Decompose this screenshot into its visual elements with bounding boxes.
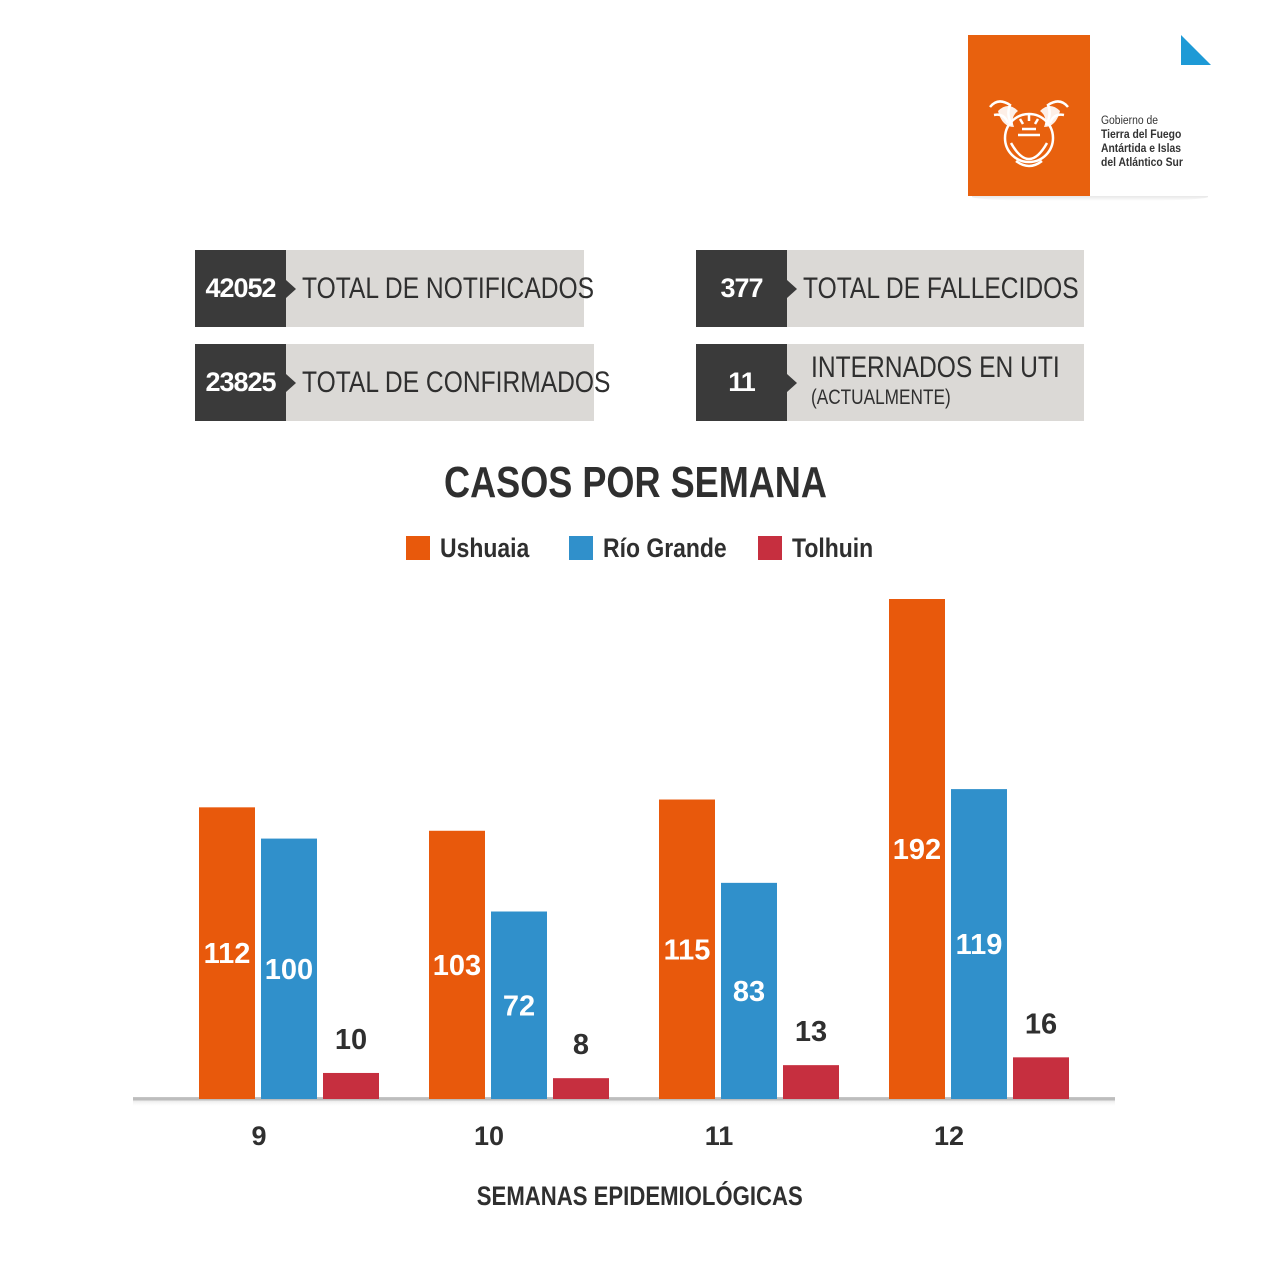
chart-title: CASOS POR SEMANA xyxy=(443,458,827,507)
stat-confirmados-value: 23825 xyxy=(195,344,286,421)
coat-of-arms-icon xyxy=(989,100,1069,168)
stat-uti-label-sub: (ACTUALMENTE) xyxy=(811,386,951,409)
data-label-r-o-grande-week-11: 83 xyxy=(733,976,765,1008)
data-label-tolhuin-week-9: 10 xyxy=(335,1024,367,1056)
stat-uti-value: 11 xyxy=(696,344,787,421)
x-tick-label-9: 9 xyxy=(251,1121,266,1151)
data-label-ushuaia-week-9: 112 xyxy=(204,938,251,970)
bar-ushuaia-week-11 xyxy=(659,799,715,1099)
stat-uti-label-main: INTERNADOS EN UTI xyxy=(811,351,1060,384)
legend-item-rio-grande: Río Grande xyxy=(569,532,749,564)
logo-line-1: Gobierno de xyxy=(1101,115,1158,127)
x-axis-baseline-shadow xyxy=(133,1097,1115,1107)
data-label-tolhuin-week-11: 13 xyxy=(795,1016,827,1048)
legend-label-tolhuin: Tolhuin xyxy=(792,532,874,563)
bar-ushuaia-week-10 xyxy=(429,830,485,1099)
stat-notificados-label: TOTAL DE NOTIFICADOS xyxy=(302,271,595,305)
arrow-icon xyxy=(787,374,797,392)
logo-line-3: Antártida e Islas xyxy=(1101,143,1181,155)
legend-swatch-tolhuin xyxy=(758,536,782,560)
data-label-r-o-grande-week-12: 119 xyxy=(956,929,1003,961)
stat-fallecidos: 377 TOTAL DE FALLECIDOS xyxy=(696,250,1084,327)
logo-line-4: del Atlántico Sur xyxy=(1101,157,1183,169)
logo-line-2: Tierra del Fuego xyxy=(1101,129,1182,141)
bar-r-o-grande-week-11 xyxy=(721,882,777,1099)
stat-fallecidos-value: 377 xyxy=(696,250,787,327)
bar-tolhuin-week-11 xyxy=(783,1065,839,1099)
bar-tolhuin-week-9 xyxy=(323,1072,379,1099)
data-label-ushuaia-week-10: 103 xyxy=(433,950,481,982)
x-tick-label-10: 10 xyxy=(474,1121,504,1151)
stat-uti-label: INTERNADOS EN UTI (ACTUALMENTE) xyxy=(811,350,1060,410)
arrow-icon xyxy=(286,280,296,298)
legend-swatch-rio-grande xyxy=(569,536,593,560)
x-axis-label: SEMANAS EPIDEMIOLÓGICAS xyxy=(476,1181,803,1211)
legend-label-rio-grande: Río Grande xyxy=(603,532,727,563)
bar-r-o-grande-week-12 xyxy=(951,789,1007,1099)
logo-emblem xyxy=(968,35,1090,196)
legend-item-tolhuin: Tolhuin xyxy=(758,532,887,564)
logo-shadow xyxy=(972,191,1208,201)
logo-text: Gobierno de Tierra del Fuego Antártida e… xyxy=(1101,114,1209,170)
data-label-ushuaia-week-11: 115 xyxy=(664,934,711,966)
x-tick-label-12: 12 xyxy=(934,1121,964,1151)
stat-uti: 11 INTERNADOS EN UTI (ACTUALMENTE) xyxy=(696,344,1084,421)
bar-ushuaia-week-9 xyxy=(199,807,255,1099)
x-tick-label-11: 11 xyxy=(705,1121,734,1151)
legend-label-ushuaia: Ushuaia xyxy=(440,532,530,563)
stat-notificados-value: 42052 xyxy=(195,250,286,327)
arrow-icon xyxy=(787,280,797,298)
bar-tolhuin-week-12 xyxy=(1013,1057,1069,1099)
legend-item-ushuaia: Ushuaia xyxy=(406,532,545,564)
bar-r-o-grande-week-10 xyxy=(491,911,547,1099)
stat-notificados: 42052 TOTAL DE NOTIFICADOS xyxy=(195,250,595,327)
data-label-r-o-grande-week-9: 100 xyxy=(265,954,313,986)
bar-r-o-grande-week-9 xyxy=(261,838,317,1099)
arrow-icon xyxy=(286,374,296,392)
chart-legend: Ushuaia Río Grande Tolhuin xyxy=(0,532,1280,564)
data-label-ushuaia-week-12: 192 xyxy=(893,834,941,866)
stat-confirmados-label: TOTAL DE CONFIRMADOS xyxy=(302,365,611,399)
data-label-tolhuin-week-12: 16 xyxy=(1025,1008,1057,1040)
data-label-r-o-grande-week-10: 72 xyxy=(503,990,535,1022)
legend-swatch-ushuaia xyxy=(406,536,430,560)
data-label-tolhuin-week-10: 8 xyxy=(573,1029,589,1061)
stat-confirmados: 23825 TOTAL DE CONFIRMADOS xyxy=(195,344,611,421)
bar-ushuaia-week-12 xyxy=(889,599,945,1099)
logo-corner-triangle xyxy=(1181,35,1211,65)
bar-tolhuin-week-10 xyxy=(553,1078,609,1099)
stat-fallecidos-label: TOTAL DE FALLECIDOS xyxy=(803,271,1079,305)
